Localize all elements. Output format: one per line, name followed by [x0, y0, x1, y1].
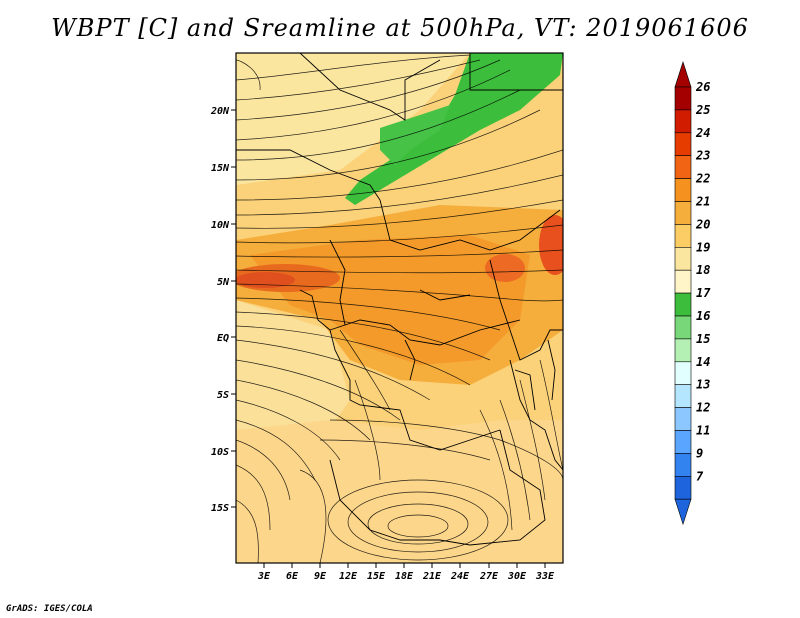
lat-label-10s: 10S — [211, 447, 229, 458]
lat-label-5n: 5N — [217, 277, 230, 288]
colorbar-label: 13 — [696, 378, 710, 392]
lon-label-9e: 9E — [314, 571, 327, 582]
colorbar-cell — [674, 475, 692, 500]
colorbar-label: 18 — [696, 263, 710, 277]
lon-label-24e: 24E — [450, 571, 470, 582]
lat-label-eq: EQ — [217, 333, 229, 344]
lon-label-30e: 30E — [507, 571, 527, 582]
lat-label-10n: 10N — [211, 220, 230, 231]
colorbar-cell — [674, 384, 692, 408]
colorbar-cell — [674, 453, 692, 477]
colorbar-cell — [674, 155, 692, 179]
lat-label-15s: 15S — [211, 503, 229, 514]
colorbar-cell — [674, 407, 692, 431]
lat-label-15n: 15N — [211, 163, 230, 174]
colorbar-cell — [674, 224, 692, 248]
lon-label-27e: 27E — [479, 571, 499, 582]
colorbar-label: 15 — [696, 332, 710, 346]
colorbar-label: 26 — [695, 80, 710, 94]
lat-label-5s: 5S — [217, 390, 229, 401]
colorbar-label: 12 — [696, 401, 710, 415]
lon-label-12e: 12E — [339, 571, 358, 582]
lon-label-21e: 21E — [422, 571, 442, 582]
colorbar-label: 16 — [696, 309, 710, 323]
colorbar-label: 14 — [696, 355, 710, 369]
lon-label-6e: 6E — [286, 571, 299, 582]
footer-credit: GrADS: IGES/COLA — [6, 604, 93, 614]
lat-label-20n: 20N — [210, 106, 230, 117]
colorbar-label: 11 — [696, 424, 710, 438]
colorbar-cell — [674, 109, 692, 134]
colorbar-label: 9 — [696, 446, 703, 460]
colorbar-cell — [674, 361, 692, 385]
lon-label-3e: 3E — [257, 571, 271, 582]
colorbar-label: 20 — [695, 217, 710, 231]
longitude-axis — [263, 563, 546, 568]
colorbar-label: 23 — [695, 149, 710, 163]
colorbar-cell — [674, 247, 692, 271]
colorbar-label: 24 — [695, 126, 710, 140]
wbpt-shading — [236, 53, 563, 563]
colorbar-cell — [674, 430, 692, 454]
colorbar-label: 7 — [696, 469, 704, 483]
colorbar-cell — [674, 86, 692, 111]
colorbar-label: 17 — [696, 286, 711, 300]
colorbar-label: 21 — [695, 195, 710, 209]
colorbar-cell — [674, 178, 692, 202]
map-frame — [235, 52, 564, 564]
lon-label-15e: 15E — [367, 571, 386, 582]
colorbar: 26 25 24 23 22 21 20 19 18 17 16 15 14 13 12 11 9 7 — [674, 61, 711, 526]
colorbar-cell — [674, 315, 692, 340]
streamlines — [236, 54, 563, 563]
colorbar-cell — [674, 338, 692, 363]
chart-title: WBPT [C] and Sreamline at 500hPa, VT: 20… — [51, 14, 749, 42]
colorbar-bottom-arrow — [674, 498, 692, 526]
colorbar-cell — [674, 132, 692, 157]
lon-label-33e: 33E — [535, 571, 555, 582]
country-boundaries — [236, 53, 563, 546]
colorbar-cell — [674, 292, 692, 317]
colorbar-cell — [674, 201, 692, 225]
colorbar-top-arrow — [674, 61, 692, 88]
colorbar-label: 22 — [695, 172, 710, 186]
colorbar-label: 25 — [695, 103, 710, 117]
colorbar-cell — [674, 269, 692, 294]
latitude-axis — [231, 109, 236, 508]
lon-label-18e: 18E — [395, 571, 414, 582]
colorbar-label: 19 — [696, 240, 710, 254]
